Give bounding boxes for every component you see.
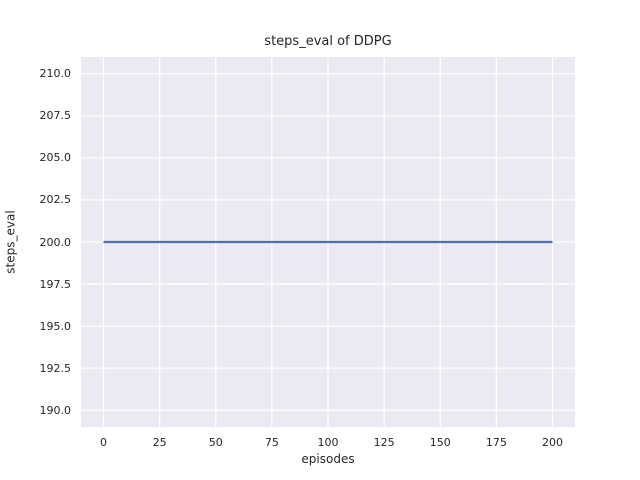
x-tick-label: 125 bbox=[373, 436, 395, 449]
y-tick-label: 202.5 bbox=[39, 193, 72, 207]
x-tick-labels: 0 25 50 75 100 125 150 175 200 bbox=[81, 427, 575, 451]
x-axis-label: episodes bbox=[301, 452, 355, 466]
x-tick-label: 50 bbox=[208, 436, 223, 449]
y-tick-label: 200.0 bbox=[39, 235, 72, 249]
x-tick-label: 25 bbox=[152, 436, 167, 449]
x-tick-label: 150 bbox=[429, 436, 451, 449]
plot-area bbox=[81, 57, 575, 427]
x-tick-label: 175 bbox=[485, 436, 507, 449]
y-tick-labels: 190.0 192.5 195.0 197.5 200.0 202.5 205.0 207.5… bbox=[0, 57, 72, 427]
y-tick-label: 195.0 bbox=[39, 319, 72, 333]
y-tick-label: 192.5 bbox=[39, 361, 72, 375]
y-tick-label: 205.0 bbox=[39, 151, 72, 165]
y-tick-label: 197.5 bbox=[39, 277, 72, 291]
chart-title: steps_eval of DDPG bbox=[264, 34, 392, 49]
x-tick-label: 75 bbox=[264, 436, 279, 449]
y-tick-label: 207.5 bbox=[39, 109, 72, 123]
plot-canvas bbox=[81, 57, 575, 427]
y-tick-label: 190.0 bbox=[39, 403, 72, 417]
y-tick-label: 210.0 bbox=[39, 67, 72, 81]
x-tick-label: 200 bbox=[542, 436, 564, 449]
x-tick-label: 0 bbox=[99, 436, 107, 449]
x-tick-label: 100 bbox=[317, 436, 339, 449]
